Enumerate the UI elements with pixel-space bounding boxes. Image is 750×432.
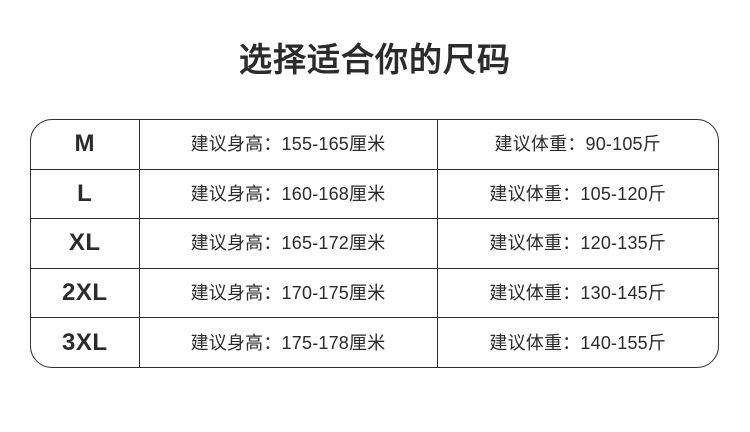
height-text: 建议身高：165-172厘米 xyxy=(190,233,386,254)
height-text: 建议身高：155-165厘米 xyxy=(190,134,386,155)
table-row: L 建议身高：160-168厘米 建议体重：105-120斤 xyxy=(31,168,718,219)
table-cell-size: 2XL xyxy=(31,267,139,318)
size-chart-body: M 建议身高：155-165厘米 建议体重：90-105斤 L 建议身高：160… xyxy=(31,120,718,367)
weight-text: 建议体重：120-135斤 xyxy=(489,233,667,254)
page-title: 选择适合你的尺码 xyxy=(239,41,511,78)
size-chart-grid: M 建议身高：155-165厘米 建议体重：90-105斤 L 建议身高：160… xyxy=(31,120,718,367)
size-label: 3XL xyxy=(61,328,108,356)
table-row: 2XL 建议身高：170-175厘米 建议体重：130-145斤 xyxy=(31,267,718,318)
size-chart-table: M 建议身高：155-165厘米 建议体重：90-105斤 L 建议身高：160… xyxy=(30,119,719,368)
table-cell-height: 建议身高：165-172厘米 xyxy=(138,218,437,269)
weight-text: 建议体重：130-145斤 xyxy=(489,282,667,303)
table-cell-size: XL xyxy=(31,218,139,269)
size-label: 2XL xyxy=(61,278,108,306)
height-text: 建议身高：160-168厘米 xyxy=(190,184,386,205)
table-cell-height: 建议身高：155-165厘米 xyxy=(138,120,437,170)
table-cell-weight: 建议体重：120-135斤 xyxy=(436,218,718,269)
weight-text: 建议体重：90-105斤 xyxy=(494,134,661,155)
table-cell-size: L xyxy=(31,168,139,219)
weight-text: 建议体重：105-120斤 xyxy=(489,184,667,205)
table-row: XL 建议身高：165-172厘米 建议体重：120-135斤 xyxy=(31,218,718,269)
table-cell-size: 3XL xyxy=(31,317,139,367)
table-cell-weight: 建议体重：130-145斤 xyxy=(436,267,718,318)
height-text: 建议身高：170-175厘米 xyxy=(190,282,386,303)
size-label: XL xyxy=(68,229,101,257)
table-row: M 建议身高：155-165厘米 建议体重：90-105斤 xyxy=(31,120,718,170)
table-cell-weight: 建议体重：90-105斤 xyxy=(436,120,718,170)
table-cell-height: 建议身高：160-168厘米 xyxy=(138,168,437,219)
table-cell-height: 建议身高：175-178厘米 xyxy=(138,317,437,367)
size-label: M xyxy=(74,130,95,158)
table-cell-weight: 建议体重：140-155斤 xyxy=(436,317,718,367)
table-cell-weight: 建议体重：105-120斤 xyxy=(436,168,718,219)
weight-text: 建议体重：140-155斤 xyxy=(489,332,667,353)
height-text: 建议身高：175-178厘米 xyxy=(190,332,386,353)
table-row: 3XL 建议身高：175-178厘米 建议体重：140-155斤 xyxy=(31,317,718,367)
size-label: L xyxy=(77,180,93,208)
table-cell-size: M xyxy=(31,120,139,169)
table-cell-height: 建议身高：170-175厘米 xyxy=(138,267,437,318)
